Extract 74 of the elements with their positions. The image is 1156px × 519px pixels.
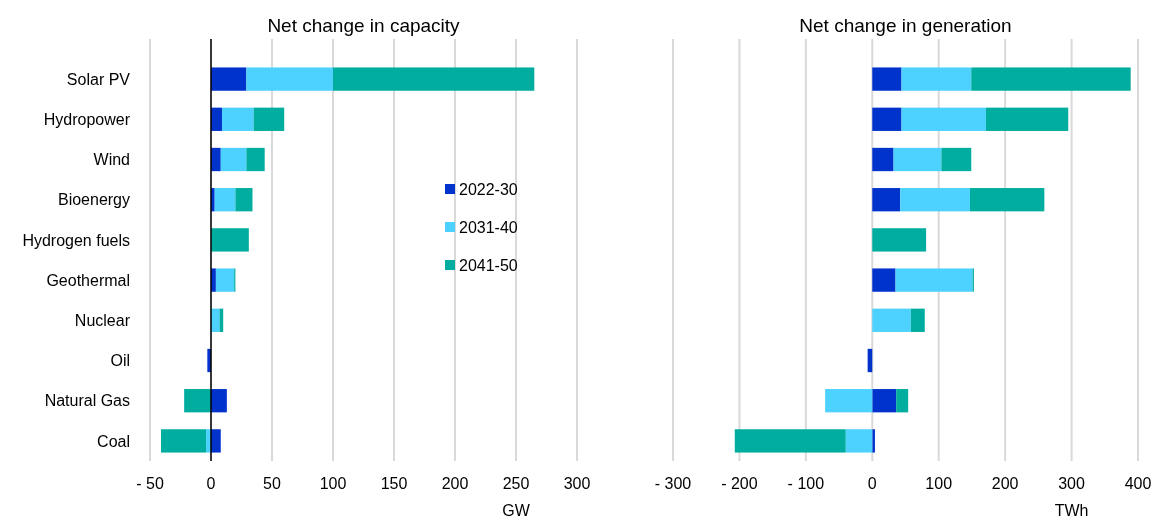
bar xyxy=(872,67,902,91)
bar xyxy=(220,147,247,172)
bar xyxy=(184,389,211,413)
bar xyxy=(160,429,207,453)
x-tick-label: - 300 xyxy=(654,475,692,492)
x-axis-title: GW xyxy=(502,502,531,519)
y-tick-label: Hydrogen fuels xyxy=(22,231,130,249)
x-tick-label: 300 xyxy=(563,475,591,492)
bar xyxy=(246,147,265,172)
bar xyxy=(214,188,236,212)
bar xyxy=(901,107,986,131)
chart-title: Net change in capacity xyxy=(267,15,461,36)
y-tick-label: Hydropower xyxy=(43,110,131,128)
bar xyxy=(872,147,894,172)
bar xyxy=(211,147,221,172)
x-tick-label: 50 xyxy=(263,475,281,492)
bar xyxy=(896,389,909,413)
bar xyxy=(893,147,942,172)
x-tick-label: 0 xyxy=(867,475,877,492)
x-tick-label: 250 xyxy=(502,475,530,492)
legend-label: 2031-40 xyxy=(459,218,518,236)
bar xyxy=(221,107,254,131)
bar xyxy=(872,268,896,292)
y-tick-label: Geothermal xyxy=(46,271,130,289)
y-tick-label: Bioenergy xyxy=(57,191,130,209)
bar xyxy=(941,147,972,172)
legend-label: 2041-50 xyxy=(459,256,518,274)
bar xyxy=(253,107,285,131)
y-tick-label: Coal xyxy=(97,432,130,450)
bar xyxy=(900,188,970,212)
x-tick-label: 300 xyxy=(1058,475,1086,492)
bar xyxy=(211,107,222,131)
x-tick-label: 200 xyxy=(991,475,1019,492)
bar xyxy=(872,308,911,332)
bar xyxy=(985,107,1069,131)
bar xyxy=(215,268,235,292)
bar xyxy=(901,67,972,91)
bar xyxy=(872,188,901,212)
x-tick-label: 150 xyxy=(380,475,408,492)
y-tick-label: Wind xyxy=(93,151,130,169)
bar xyxy=(872,228,927,252)
bar xyxy=(872,429,875,453)
x-tick-label: - 50 xyxy=(136,475,164,492)
y-tick-label: Natural Gas xyxy=(44,392,130,410)
y-tick-label: Nuclear xyxy=(74,311,131,329)
x-tick-label: 100 xyxy=(319,475,347,492)
x-tick-label: - 100 xyxy=(787,475,825,492)
bar xyxy=(211,67,247,91)
x-tick-label: - 200 xyxy=(721,475,758,492)
bar xyxy=(971,67,1131,91)
bar xyxy=(910,308,925,332)
bar xyxy=(872,389,897,413)
bar xyxy=(211,429,221,453)
bar xyxy=(333,67,535,91)
y-tick-label: Solar PV xyxy=(66,70,131,88)
bar xyxy=(872,107,902,131)
bar xyxy=(211,308,220,332)
bar xyxy=(845,429,873,453)
x-tick-label: 400 xyxy=(1124,475,1152,492)
y-tick-label: Oil xyxy=(110,352,130,370)
x-tick-label: 200 xyxy=(441,475,469,492)
x-tick-label: 100 xyxy=(925,475,953,492)
chart-title: Net change in generation xyxy=(799,15,1012,36)
x-axis-title: TWh xyxy=(1054,502,1089,519)
bar xyxy=(895,268,973,292)
bar xyxy=(211,389,227,413)
x-tick-label: 0 xyxy=(206,475,216,492)
legend-label: 2022-30 xyxy=(459,180,518,198)
bar xyxy=(246,67,333,91)
bar xyxy=(734,429,846,453)
bar xyxy=(825,389,873,413)
bar xyxy=(235,188,253,212)
bar xyxy=(969,188,1045,212)
bar xyxy=(211,228,249,252)
